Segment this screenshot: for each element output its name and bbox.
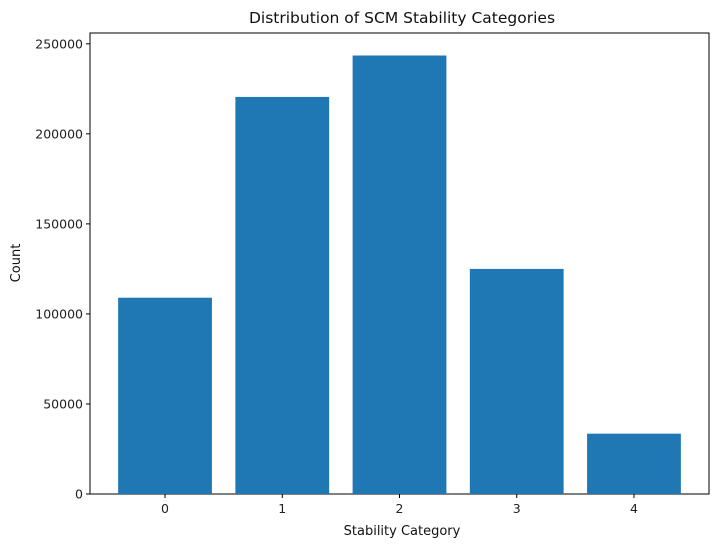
plot-area: 0 1 2 3 4 0 50000 100000 150000 200000 250000 [35, 32, 710, 516]
x-tick-label: 4 [630, 501, 638, 516]
x-axis-ticks: 0 1 2 3 4 [161, 494, 638, 516]
y-tick-label: 150000 [35, 216, 83, 231]
y-tick-label: 200000 [35, 126, 83, 141]
bar-1 [235, 96, 330, 494]
bar-4 [587, 433, 681, 494]
y-tick-label: 50000 [43, 396, 83, 411]
x-tick-label: 2 [396, 501, 404, 516]
y-tick-label: 100000 [35, 306, 83, 321]
bar-2 [352, 55, 447, 494]
x-tick-label: 1 [278, 501, 286, 516]
y-axis-label: Count [9, 244, 24, 283]
bar-3 [469, 268, 564, 494]
y-tick-label: 0 [75, 487, 83, 502]
bars [118, 55, 681, 494]
x-tick-label: 3 [513, 501, 521, 516]
x-tick-label: 0 [161, 501, 169, 516]
bar-0 [118, 297, 212, 494]
x-axis-label: Stability Category [344, 524, 461, 539]
y-axis-ticks: 0 50000 100000 150000 200000 250000 [35, 36, 90, 502]
chart-title: Distribution of SCM Stability Categories [249, 9, 555, 27]
y-tick-label: 250000 [35, 36, 83, 51]
